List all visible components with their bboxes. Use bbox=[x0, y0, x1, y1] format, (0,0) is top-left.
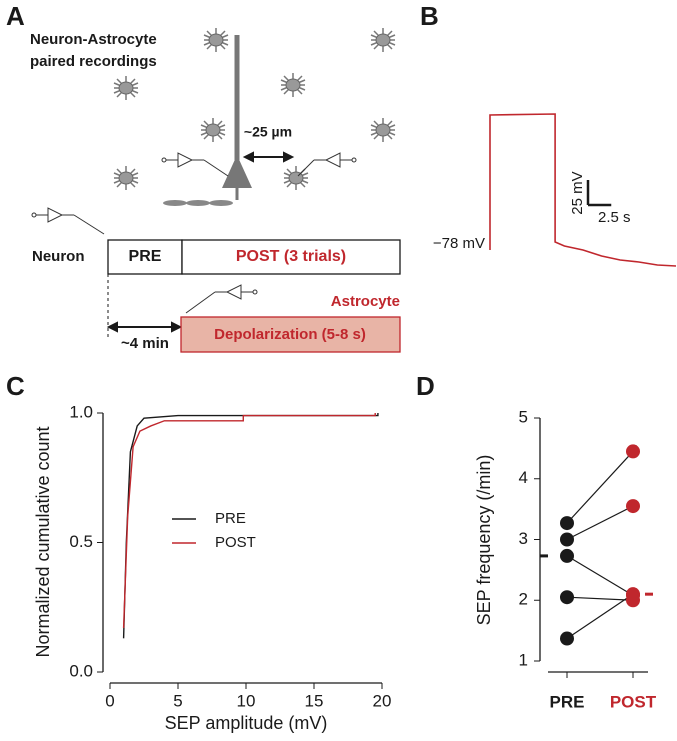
panel-label: C bbox=[6, 371, 25, 401]
panel-label: A bbox=[6, 1, 25, 31]
y-tick-label: 1.0 bbox=[69, 402, 93, 421]
pair-line bbox=[566, 596, 634, 601]
depolarization-label: Depolarization (5-8 s) bbox=[214, 326, 366, 343]
data-point bbox=[560, 532, 574, 547]
data-point bbox=[626, 444, 640, 459]
data-point bbox=[560, 548, 574, 563]
y-tick-label: 4 bbox=[519, 468, 528, 487]
diagram-title: paired recordings bbox=[30, 53, 157, 70]
cumulative-line bbox=[122, 413, 376, 628]
data-point bbox=[560, 516, 574, 531]
x-tick-label: 15 bbox=[305, 691, 324, 710]
x-tick-label: 20 bbox=[373, 691, 392, 710]
astrocyte-label: Astrocyte bbox=[331, 293, 400, 310]
legend-label: POST bbox=[215, 534, 256, 551]
data-point bbox=[626, 587, 640, 602]
pair-line bbox=[566, 555, 634, 596]
panel-label: B bbox=[420, 1, 439, 31]
pre-label: PRE bbox=[129, 248, 162, 265]
scale-label-x: 2.5 s bbox=[598, 209, 631, 226]
x-tick-label: 5 bbox=[173, 691, 182, 710]
data-point bbox=[626, 499, 640, 514]
x-tick-label: 0 bbox=[105, 691, 114, 710]
cumulative-line bbox=[122, 413, 379, 639]
post-label: POST (3 trials) bbox=[236, 248, 346, 265]
trace bbox=[489, 113, 677, 267]
baseline-label: −78 mV bbox=[433, 235, 485, 252]
y-tick-label: 2 bbox=[519, 590, 528, 609]
delay-label: ~4 min bbox=[121, 335, 169, 352]
y-tick-label: 3 bbox=[519, 529, 528, 548]
x-axis-label: SEP amplitude (mV) bbox=[165, 713, 328, 733]
legend-label: PRE bbox=[215, 510, 246, 527]
pair-line bbox=[566, 593, 634, 640]
x-tick-label: PRE bbox=[550, 692, 585, 711]
x-tick-label: POST bbox=[610, 692, 657, 711]
distance-label: ~25 µm bbox=[244, 124, 292, 140]
y-tick-label: 1 bbox=[519, 650, 528, 669]
neuron-label: Neuron bbox=[32, 248, 85, 265]
x-tick-label: 10 bbox=[237, 691, 256, 710]
pair-line bbox=[566, 505, 634, 541]
panel-label: D bbox=[416, 371, 435, 401]
data-point bbox=[560, 631, 574, 646]
diagram-title: Neuron-Astrocyte bbox=[30, 31, 157, 48]
data-point bbox=[560, 590, 574, 605]
y-tick-label: 0.5 bbox=[69, 532, 93, 551]
scale-label-y: 25 mV bbox=[569, 171, 586, 214]
y-tick-label: 0.0 bbox=[69, 661, 93, 680]
y-axis-label: SEP frequency (/min) bbox=[474, 455, 494, 626]
y-tick-label: 5 bbox=[519, 407, 528, 426]
pair-line bbox=[566, 451, 634, 524]
schematic: Neuron-Astrocyte paired recordings ~25 µ… bbox=[30, 27, 401, 353]
y-axis-label: Normalized cumulative count bbox=[33, 426, 53, 657]
